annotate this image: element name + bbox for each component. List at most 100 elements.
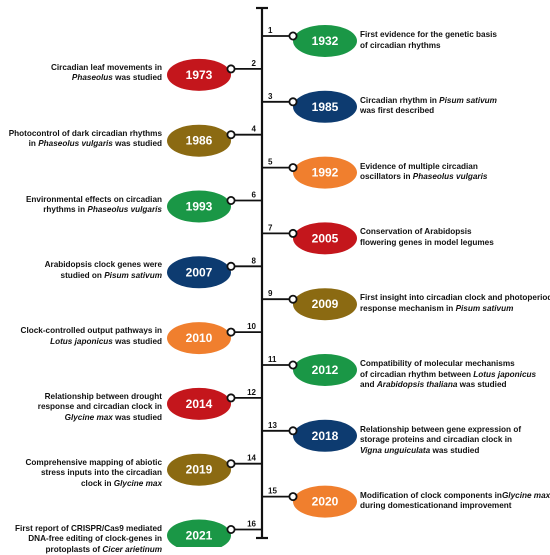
connector-dot	[289, 32, 296, 39]
year-label: 2020	[312, 495, 339, 509]
event-number: 10	[247, 322, 256, 331]
year-label: 2005	[312, 231, 339, 245]
description-text: in	[29, 139, 39, 148]
species-name: Pisum sativum	[104, 271, 162, 280]
connector-dot	[227, 131, 234, 138]
description-text: was studied	[113, 139, 162, 148]
connector-dot	[289, 164, 296, 171]
year-label: 1985	[312, 100, 339, 114]
description-text: Circadian leaf movements in	[51, 63, 162, 72]
connector-dot	[227, 197, 234, 204]
description-text: Clock-controlled output pathways in	[21, 326, 162, 335]
event-number: 8	[252, 256, 257, 265]
description-text: flowering genes in model legumes	[360, 238, 494, 247]
description-text: of circadian rhythms	[360, 41, 441, 50]
event-description: Circadian rhythm in Pisum sativum was fir…	[360, 96, 497, 117]
description-text: protoplasts of	[46, 545, 103, 554]
description-text: studied on	[61, 271, 105, 280]
connector-dot	[289, 427, 296, 434]
event-description: First evidence for the genetic basis of c…	[360, 30, 497, 51]
connector-dot	[227, 526, 234, 533]
year-label: 1992	[312, 166, 339, 180]
description-text: was studied	[430, 446, 479, 455]
description-text: and	[360, 380, 377, 389]
description-text: Relationship between drought	[45, 392, 162, 401]
timeline-event: 7 2005	[262, 222, 357, 254]
year-label: 1973	[186, 68, 213, 82]
description-text: response mechanism in	[360, 304, 456, 313]
description-text: response and circadian clock in	[38, 402, 162, 411]
species-name: Glycine max	[502, 491, 550, 500]
event-number: 2	[252, 59, 257, 68]
connector-dot	[289, 361, 296, 368]
connector-dot	[227, 394, 234, 401]
description-text: was studied	[457, 380, 506, 389]
description-text: was studied	[113, 413, 162, 422]
timeline-event: 15 2020	[262, 486, 357, 518]
species-name: Lotus japonicus	[473, 370, 536, 379]
description-text: Relationship between gene expression of	[360, 425, 521, 434]
year-label: 2009	[312, 297, 339, 311]
description-text: was studied	[113, 73, 162, 82]
species-name: Phaseolus vulgaris	[413, 172, 488, 181]
year-label: 2018	[312, 429, 339, 443]
connector-dot	[289, 98, 296, 105]
connector-dot	[227, 329, 234, 336]
description-text: First insight into circadian clock and p…	[360, 293, 550, 302]
description-text: Compatibility of molecular mechanisms	[360, 359, 515, 368]
year-label: 2021	[186, 529, 213, 543]
species-name: Pisum sativum	[439, 96, 497, 105]
description-text: was first described	[360, 106, 434, 115]
event-description: Conservation of Arabidopsis flowering gen…	[360, 227, 494, 248]
year-label: 1993	[186, 200, 213, 214]
description-text: Circadian rhythm in	[360, 96, 439, 105]
species-name: Arabidopsis thaliana	[377, 380, 458, 389]
description-text: DNA-free editing of clock-genes in	[28, 534, 162, 543]
description-text: Photocontrol of dark circadian rhythms	[9, 129, 162, 138]
description-text: oscillators in	[360, 172, 413, 181]
timeline-event: 5 1992	[262, 157, 357, 189]
event-number: 12	[247, 388, 256, 397]
event-number: 5	[268, 158, 273, 167]
year-label: 2007	[186, 265, 213, 279]
description-text: Conservation of Arabidopsis	[360, 227, 472, 236]
description-text: clock in	[81, 479, 114, 488]
timeline-event: 2 1973	[167, 59, 262, 91]
description-text: Modification of clock components in	[360, 491, 502, 500]
connector-dot	[289, 230, 296, 237]
year-label: 2019	[186, 463, 213, 477]
description-text: rhythms in	[43, 205, 87, 214]
connector-dot	[227, 65, 234, 72]
description-text: stress inputs into the circadian	[41, 468, 162, 477]
event-number: 15	[268, 487, 277, 496]
species-name: Phaseolus	[72, 73, 113, 82]
species-name: Cicer arietinum	[102, 545, 162, 554]
year-label: 2010	[186, 331, 213, 345]
description-text: Comprehensive mapping of abiotic	[26, 458, 162, 467]
connector-dot	[227, 263, 234, 270]
connector-dot	[289, 493, 296, 500]
description-text: First evidence for the genetic basis	[360, 30, 497, 39]
event-number: 9	[268, 289, 273, 298]
event-number: 7	[268, 223, 273, 232]
event-number: 4	[252, 125, 257, 134]
connector-dot	[227, 460, 234, 467]
